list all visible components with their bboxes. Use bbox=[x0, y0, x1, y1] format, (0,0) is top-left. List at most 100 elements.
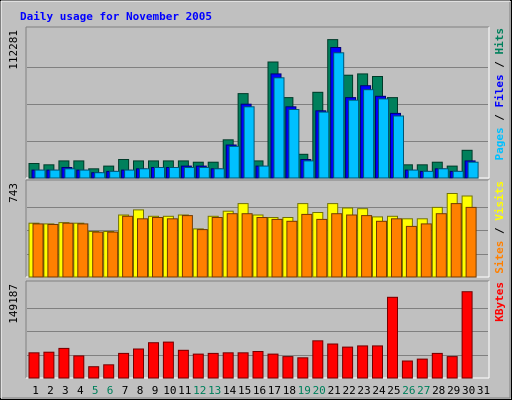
bar-kbytes-16 bbox=[252, 351, 264, 379]
bar-pages-20 bbox=[318, 111, 330, 179]
bar-sites-12 bbox=[196, 229, 208, 278]
x-tick-label-25: 25 bbox=[387, 384, 400, 397]
legend-entry: Hits bbox=[493, 28, 506, 55]
bar-pages-28 bbox=[437, 168, 449, 179]
bar-kbytes-6 bbox=[103, 364, 115, 379]
bar-sites-29 bbox=[450, 203, 462, 278]
bar-sites-30 bbox=[465, 206, 477, 278]
x-tick-label-17: 17 bbox=[268, 384, 281, 397]
bar-kbytes-23 bbox=[357, 345, 369, 379]
bar-kbytes-3 bbox=[58, 347, 70, 379]
bar-kbytes-13 bbox=[207, 352, 219, 379]
bar-pages-3 bbox=[64, 168, 76, 179]
bar-kbytes-5 bbox=[88, 366, 100, 379]
bar-kbytes-28 bbox=[431, 352, 443, 379]
bar-pages-27 bbox=[422, 170, 434, 179]
x-tick-label-4: 4 bbox=[77, 384, 84, 397]
bar-kbytes-1 bbox=[28, 352, 40, 379]
x-tick-label-12: 12 bbox=[193, 384, 206, 397]
bar-sites-14 bbox=[226, 213, 238, 278]
legend-entry: / bbox=[493, 108, 506, 128]
bar-kbytes-27 bbox=[416, 358, 428, 379]
bar-kbytes-21 bbox=[327, 343, 339, 379]
bar-pages-26 bbox=[407, 169, 419, 179]
x-tick-label-1: 1 bbox=[32, 384, 39, 397]
bar-kbytes-10 bbox=[162, 341, 174, 379]
x-tick-label-19: 19 bbox=[298, 384, 311, 397]
bar-sites-24 bbox=[376, 220, 387, 278]
x-tick-label-8: 8 bbox=[137, 384, 144, 397]
bar-sites-22 bbox=[346, 214, 358, 278]
x-tick-label-26: 26 bbox=[402, 384, 415, 397]
bar-pages-19 bbox=[303, 160, 315, 179]
x-tick-label-15: 15 bbox=[238, 384, 251, 397]
legend-entry: Sites bbox=[493, 241, 506, 274]
plot-area-traffic bbox=[26, 27, 489, 178]
bar-kbytes-14 bbox=[222, 352, 234, 379]
bar-pages-29 bbox=[452, 170, 464, 179]
bar-sites-13 bbox=[211, 217, 223, 278]
bar-pages-16 bbox=[258, 165, 270, 179]
bar-kbytes-4 bbox=[73, 355, 85, 379]
bar-pages-24 bbox=[378, 98, 389, 179]
bar-sites-17 bbox=[271, 218, 283, 278]
x-tick-label-13: 13 bbox=[208, 384, 221, 397]
bar-pages-14 bbox=[228, 145, 240, 179]
bar-pages-21 bbox=[333, 52, 345, 179]
bar-pages-7 bbox=[124, 169, 136, 179]
bar-pages-12 bbox=[198, 167, 210, 179]
bar-sites-15 bbox=[241, 213, 253, 278]
bar-sites-1 bbox=[32, 223, 44, 278]
bar-pages-13 bbox=[213, 168, 225, 179]
bar-sites-3 bbox=[62, 222, 74, 278]
bar-pages-4 bbox=[79, 169, 91, 179]
bar-kbytes-11 bbox=[177, 349, 189, 379]
panel-visitors: 743 Sites / Visits bbox=[7, 179, 506, 278]
panel-traffic: 112281 Pages / Files / Hits bbox=[7, 26, 506, 179]
y-max-label-kbytes: 149187 bbox=[7, 284, 20, 324]
bar-pages-17 bbox=[273, 77, 285, 179]
bar-sites-2 bbox=[47, 224, 59, 278]
bar-kbytes-17 bbox=[267, 353, 279, 379]
bar-sites-4 bbox=[77, 223, 89, 278]
bar-sites-11 bbox=[181, 215, 193, 278]
bar-kbytes-15 bbox=[237, 352, 249, 379]
bar-pages-11 bbox=[183, 167, 195, 179]
bar-pages-5 bbox=[94, 172, 106, 179]
bar-kbytes-22 bbox=[342, 346, 354, 379]
bar-kbytes-12 bbox=[192, 353, 204, 379]
x-tick-label-16: 16 bbox=[253, 384, 266, 397]
bar-sites-19 bbox=[301, 213, 313, 278]
bar-pages-15 bbox=[243, 106, 255, 179]
bar-kbytes-2 bbox=[43, 351, 55, 379]
bar-kbytes-29 bbox=[446, 356, 458, 379]
legend-entry: KBytes bbox=[493, 282, 506, 322]
x-tick-label-24: 24 bbox=[372, 384, 386, 397]
bar-sites-27 bbox=[420, 223, 432, 278]
x-tick-label-5: 5 bbox=[92, 384, 99, 397]
bar-pages-30 bbox=[467, 161, 479, 179]
bar-kbytes-18 bbox=[282, 356, 294, 379]
legend-entry: Visits bbox=[493, 181, 506, 221]
bar-pages-25 bbox=[393, 115, 404, 179]
x-tick-label-20: 20 bbox=[313, 384, 326, 397]
x-tick-label-2: 2 bbox=[47, 384, 54, 397]
bar-pages-10 bbox=[168, 167, 180, 179]
x-tick-label-27: 27 bbox=[417, 384, 430, 397]
bar-sites-16 bbox=[256, 217, 268, 278]
x-tick-label-21: 21 bbox=[328, 384, 341, 397]
bar-kbytes-7 bbox=[118, 352, 130, 379]
panel-kbytes: 149187 KBytes bbox=[7, 280, 506, 379]
legend-visitors: Sites / Visits bbox=[493, 181, 506, 274]
bar-sites-5 bbox=[92, 231, 104, 278]
bar-kbytes-30 bbox=[461, 291, 473, 379]
x-tick-label-11: 11 bbox=[178, 384, 191, 397]
x-tick-label-18: 18 bbox=[283, 384, 296, 397]
x-tick-label-9: 9 bbox=[152, 384, 159, 397]
legend-kbytes: KBytes bbox=[493, 282, 506, 322]
legend-traffic: Pages / Files / Hits bbox=[493, 28, 506, 161]
x-tick-label-7: 7 bbox=[122, 384, 129, 397]
bar-pages-6 bbox=[109, 170, 121, 179]
